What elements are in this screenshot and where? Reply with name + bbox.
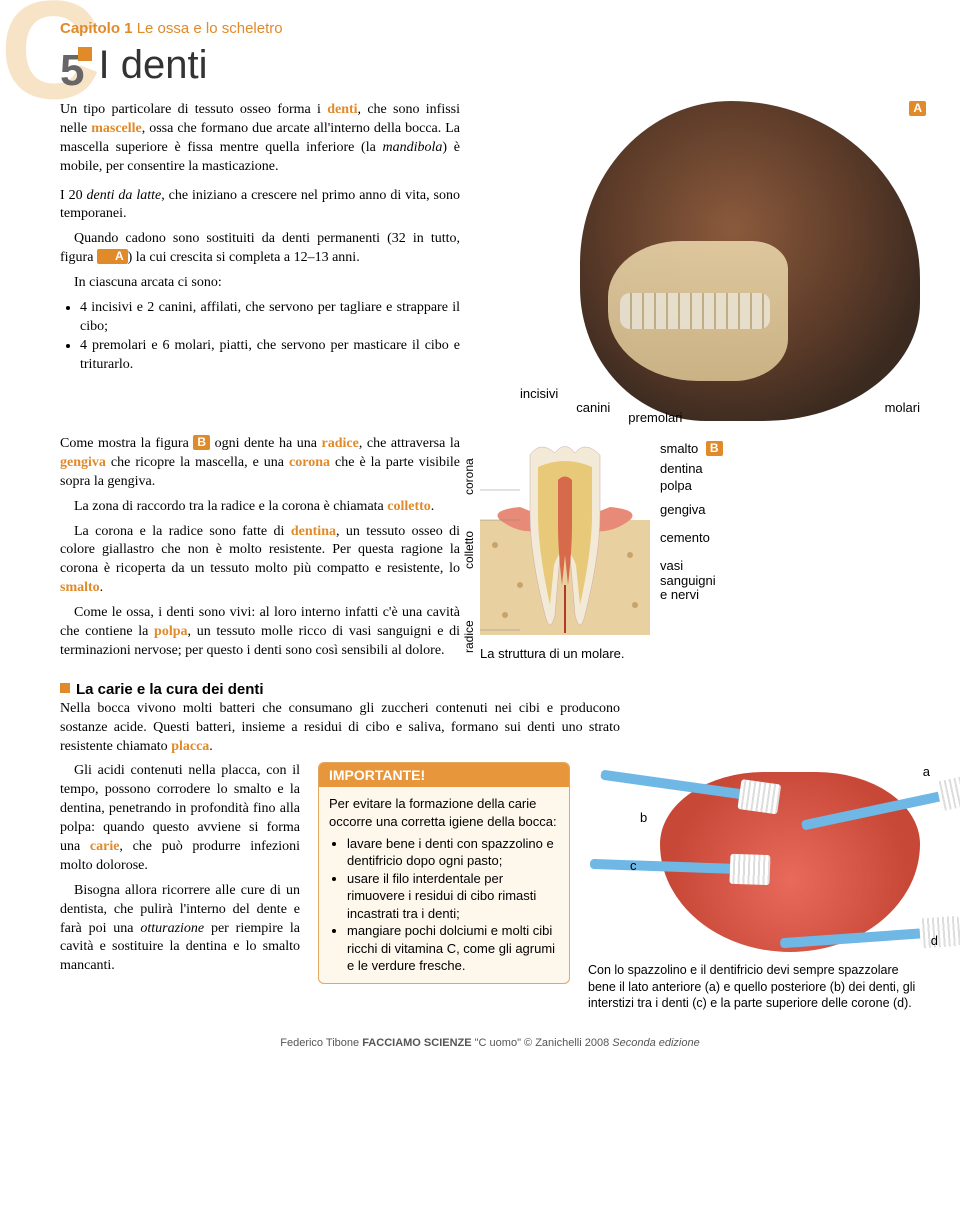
chapter-title: Le ossa e lo scheletro [137,20,283,37]
accent-square-icon [78,47,92,61]
caries-intro: Nella bocca vivono molti batteri che con… [60,700,620,757]
ref-badge-a: A [97,249,128,264]
important-box: IMPORTANTE! Per evitare la formazione de… [318,762,570,983]
label-c: c [630,858,637,873]
kw-denti: denti [327,102,357,117]
figure-a: A incisivi canini premolari molari [480,101,920,421]
ref-badge-b: B [193,435,210,450]
kw-placca: placca [171,739,209,754]
list-item: usare il filo interdentale per rimuovere… [347,870,559,923]
jaw-cutaway [608,241,788,381]
list-item: mangiare pochi dolciumi e molti cibi ric… [347,922,559,975]
kw-polpa: polpa [154,624,187,639]
label-premolari: premolari [628,410,682,425]
caries-text-column: Gli acidi contenuti nella placca, con il… [60,762,300,982]
kw-dentina: dentina [291,524,336,539]
label-b: b [640,810,647,825]
label-d: d [931,933,938,948]
chapter-line: Capitolo 1 Le ossa e lo scheletro [60,20,920,37]
kw-colletto: colletto [387,499,431,514]
list-item: 4 premolari e 6 molari, piatti, che serv… [80,337,460,375]
figure-b-right-labels: smalto B dentina polpa gengiva cemento v… [660,441,723,602]
toothbrush-icon [801,784,960,831]
molar-diagram [480,435,650,635]
figure-b-badge: B [706,441,723,456]
brushing-figure: a b c d Con lo spazzolino e il dentifric… [588,762,920,1011]
head-illustration [580,101,920,421]
mid-text-column: Come mostra la figura B ogni dente ha un… [60,435,460,667]
label-canini: canini [576,400,610,425]
figure-b-caption: La struttura di un molare. [480,646,920,661]
subheading-caries: La carie e la cura dei denti [60,681,920,698]
label-a: a [923,764,930,779]
toothbrush-icon [590,859,770,875]
important-title: IMPORTANTE! [319,763,569,787]
label-incisivi: incisivi [520,386,558,425]
kw-radice: radice [322,436,359,451]
brushing-caption: Con lo spazzolino e il dentifricio devi … [588,962,920,1011]
main-text-column: Un tipo particolare di tessuto osseo for… [60,101,460,381]
kw-carie: carie [90,839,120,854]
figure-b: corona colletto radice [480,435,920,667]
list-item: 4 incisivi e 2 canini, affilati, che ser… [80,299,460,337]
section-number: 5 [60,43,84,93]
kw-corona: corona [289,455,330,470]
kw-gengiva: gengiva [60,455,106,470]
page-footer: Federico Tibone FACCIAMO SCIENZE "C uomo… [60,1037,920,1049]
section-title: I denti [98,43,207,88]
important-lead: Per evitare la formazione della carie oc… [329,795,559,830]
teeth-row-icon [620,293,770,329]
figure-b-left-labels: corona colletto radice [462,445,500,547]
gums-illustration: a b c d [660,772,920,952]
kw-smalto: smalto [60,580,100,595]
figure-a-badge: A [909,101,926,116]
bullet-square-icon [60,683,70,693]
toothbrush-icon [600,770,780,805]
chapter-label: Capitolo 1 [60,20,133,37]
label-molari: molari [885,400,920,425]
list-item: lavare bene i denti con spazzolino e den… [347,835,559,870]
